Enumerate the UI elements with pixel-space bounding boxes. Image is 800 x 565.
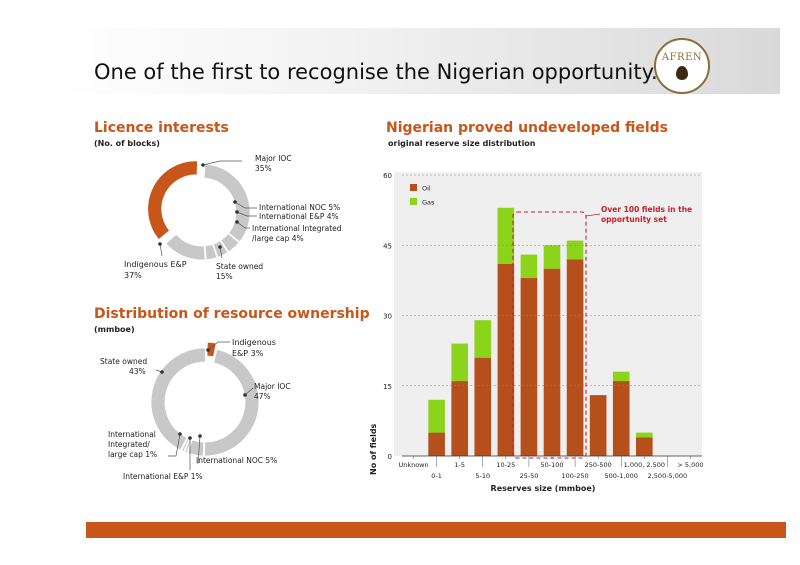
- licence-label-state-owned: State owned: [216, 262, 264, 271]
- y-tick-label: 45: [383, 242, 392, 250]
- afren-logo: AFREN: [654, 38, 710, 94]
- bar-oil-0-1: [428, 432, 445, 456]
- legend-label-oil: Oil: [422, 185, 431, 193]
- bar-oil-1-000-2-500: [636, 437, 653, 456]
- logo-text: AFREN: [661, 52, 703, 63]
- licence-label-indigenous-pct: 37%: [124, 271, 142, 280]
- x-tick-label: Unknown: [398, 461, 428, 469]
- resource-label-major-ioc: Major IOC: [254, 382, 291, 391]
- bar-gas-1-000-2-500: [636, 432, 653, 438]
- x-tick-label: 0-1: [431, 472, 442, 480]
- slice-state-owned: [150, 347, 206, 451]
- resource-label-intl-noc: International NOC 5%: [196, 456, 278, 465]
- licence-donut-slices: [147, 160, 251, 261]
- bar-oil-1-5: [451, 381, 468, 456]
- resource-label-indigenous: Indigenous: [232, 338, 276, 347]
- bar-oil-5-10: [474, 357, 492, 456]
- resource-label-intl-integrated-2: Integrated/: [108, 440, 150, 449]
- resource-label-intl-integrated-pct: large cap 1%: [108, 450, 158, 459]
- y-tick-label: 0: [388, 453, 392, 461]
- bar-oil-500-1-000: [612, 381, 630, 456]
- bar-oil-25-50: [520, 278, 538, 456]
- fields-subtitle: original reserve size distribution: [388, 139, 536, 148]
- resource-label-intl-integrated: International: [108, 430, 156, 439]
- y-tick-label: 15: [383, 383, 392, 391]
- x-tick-label: 250-500: [585, 461, 612, 469]
- slice-international-noc: [220, 233, 240, 253]
- licence-leader-lines: [159, 160, 257, 259]
- licence-label-major-ioc: Major IOC: [255, 154, 292, 163]
- resource-leader-dots: [160, 348, 247, 440]
- bar-gas-1-5: [451, 343, 468, 382]
- bar-gas-100-250: [566, 240, 584, 260]
- resource-label-major-ioc-pct: 47%: [254, 392, 271, 401]
- bar-gas-0-1: [428, 399, 445, 433]
- resource-label-state-owned: State owned: [100, 357, 148, 366]
- y-tick-label: 30: [383, 313, 392, 321]
- oil-drop-icon: [676, 66, 688, 80]
- x-tick-label: 1,000, 2,500: [624, 461, 665, 469]
- slice-indigenous-e-p: [206, 341, 217, 358]
- bar-oil-10-25: [497, 263, 515, 456]
- y-axis-label: No of fields: [369, 423, 378, 475]
- slice-indigenous-e-p: [147, 160, 198, 241]
- licence-subtitle: (No. of blocks): [94, 139, 160, 148]
- slice-international-integrated-large-cap: [204, 243, 218, 261]
- licence-label-intl-ep: International E&P 4%: [259, 212, 339, 221]
- legend-swatch-gas: [410, 198, 417, 205]
- x-tick-label: 10-25: [496, 461, 515, 469]
- resource-title: Distribution of resource ownership: [94, 306, 370, 322]
- x-tick-label: 1-5: [454, 461, 465, 469]
- resource-label-intl-ep: International E&P 1%: [123, 472, 203, 481]
- bar-oil-250-500: [589, 395, 607, 456]
- bar-series: [428, 207, 653, 456]
- y-tick-label: 60: [383, 172, 392, 180]
- licence-label-intl-noc: International NOC 5%: [259, 203, 341, 212]
- bar-oil-100-250: [566, 259, 584, 456]
- bar-gas-50-100: [543, 245, 561, 269]
- slice-major-ioc: [204, 348, 260, 457]
- slice-state-owned: [165, 233, 206, 261]
- licence-leader-dots: [158, 163, 239, 249]
- slice-major-ioc: [203, 163, 251, 243]
- licence-label-state-owned-pct: 15%: [216, 272, 233, 281]
- slide-title: One of the first to recognise the Nigeri…: [94, 60, 672, 84]
- footer-bar: [86, 522, 786, 538]
- legend: Oil Gas: [410, 184, 435, 207]
- callout-text-2: opportunity set: [601, 215, 667, 224]
- licence-label-indigenous: Indigenous E&P: [124, 260, 187, 269]
- bar-gas-5-10: [474, 320, 492, 358]
- bar-oil-50-100: [543, 268, 561, 456]
- legend-swatch-oil: [410, 184, 417, 191]
- x-tick-label: 100-250: [561, 472, 588, 480]
- licence-label-intl-integrated-pct: /large cap 4%: [252, 234, 304, 243]
- fields-title: Nigerian proved undeveloped fields: [386, 120, 669, 136]
- bar-gas-25-50: [520, 254, 538, 279]
- x-tick-label: 500-1,000: [605, 472, 638, 480]
- resource-label-indigenous-pct: E&P 3%: [232, 349, 264, 358]
- x-tick-label: 2,500-5,000: [648, 472, 688, 480]
- x-tick-label: > 5,000: [677, 461, 703, 469]
- licence-donut: [147, 160, 257, 261]
- licence-title: Licence interests: [94, 120, 229, 136]
- resource-label-state-owned-pct: 43%: [129, 367, 146, 376]
- callout-text: Over 100 fields in the: [601, 205, 692, 214]
- licence-label-intl-integrated: International Integrated: [252, 224, 342, 233]
- opportunity-highlight-box: [512, 211, 587, 459]
- licence-label-major-ioc-pct: 35%: [255, 164, 272, 173]
- resource-subtitle: (mmboe): [94, 325, 135, 334]
- x-tick-label: 25-50: [519, 472, 538, 480]
- resource-donut: [150, 341, 260, 470]
- bar-gas-500-1-000: [612, 371, 630, 382]
- bar-gas-10-25: [497, 207, 515, 264]
- x-tick-label: 50-100: [540, 461, 563, 469]
- x-tick-label: 5-10: [475, 472, 490, 480]
- x-axis-label: Reserves size (mmboe): [491, 484, 596, 493]
- legend-label-gas: Gas: [422, 199, 435, 207]
- callout-line: [585, 213, 601, 217]
- resource-donut-slices: [150, 341, 260, 457]
